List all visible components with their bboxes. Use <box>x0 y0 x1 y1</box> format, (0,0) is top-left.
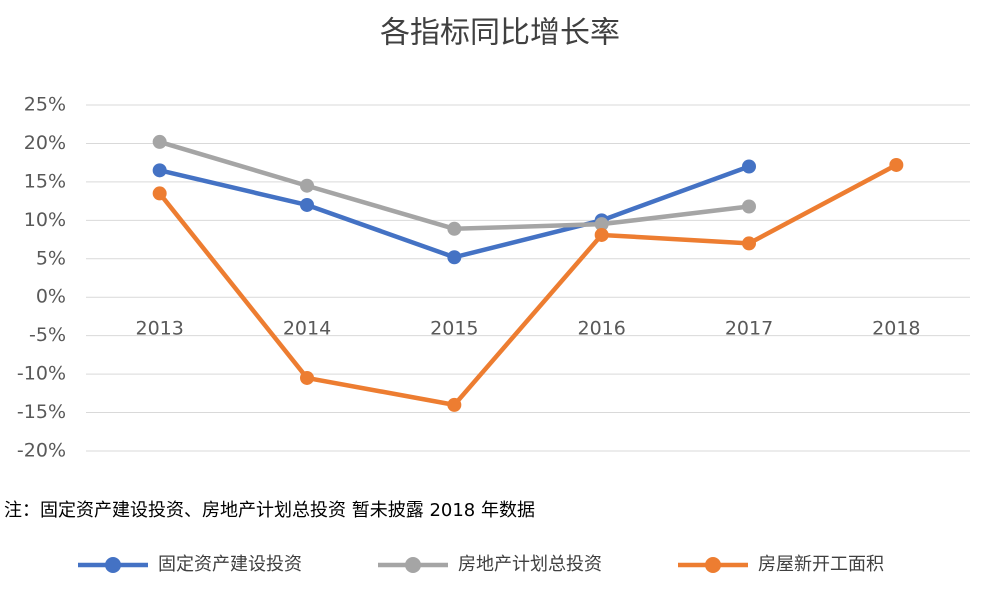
y-tick-label: -5% <box>29 324 66 346</box>
x-tick-label: 2018 <box>872 318 920 340</box>
point <box>300 178 314 193</box>
x-tick-label: 2013 <box>135 318 183 340</box>
y-tick-label: -10% <box>17 363 66 385</box>
note: 注：固定资产建设投资、房地产计划总投资 暂未披露 2018 年数据 <box>4 500 535 521</box>
point <box>742 236 756 251</box>
point <box>447 397 462 412</box>
point <box>889 157 904 172</box>
x-tick-label: 2015 <box>430 318 478 340</box>
y-tick-label: 20% <box>24 132 66 154</box>
point <box>152 134 167 149</box>
point <box>300 197 314 212</box>
x-tick-label: 2016 <box>577 318 625 340</box>
y-tick-label: -15% <box>17 401 66 423</box>
series-line <box>157 162 898 408</box>
series-line <box>159 139 750 232</box>
chart-title: 各指标同比增长率 <box>380 16 620 51</box>
y-tick-label: 5% <box>36 247 66 269</box>
point <box>152 163 167 178</box>
legend-label: 房屋新开工面积 <box>758 554 884 575</box>
legend-marker <box>105 557 121 573</box>
point <box>594 217 609 232</box>
y-tick-label: 25% <box>24 94 66 116</box>
legend-label: 固定资产建设投资 <box>158 554 302 575</box>
point <box>447 250 462 265</box>
point <box>742 199 756 214</box>
point <box>300 370 314 385</box>
legend-marker <box>405 557 421 573</box>
legend-label: 房地产计划总投资 <box>458 554 602 575</box>
point <box>152 186 167 201</box>
y-tick-label: -20% <box>17 440 66 462</box>
y-tick-label: 10% <box>24 209 66 231</box>
x-tick-label: 2017 <box>725 318 773 340</box>
y-tick-label: 0% <box>36 286 66 308</box>
legend-marker <box>705 557 721 573</box>
series-line <box>159 164 750 260</box>
point <box>447 221 462 236</box>
point <box>742 159 756 174</box>
x-tick-label: 2014 <box>283 318 331 340</box>
point <box>594 227 609 242</box>
y-tick-label: 15% <box>24 170 66 192</box>
